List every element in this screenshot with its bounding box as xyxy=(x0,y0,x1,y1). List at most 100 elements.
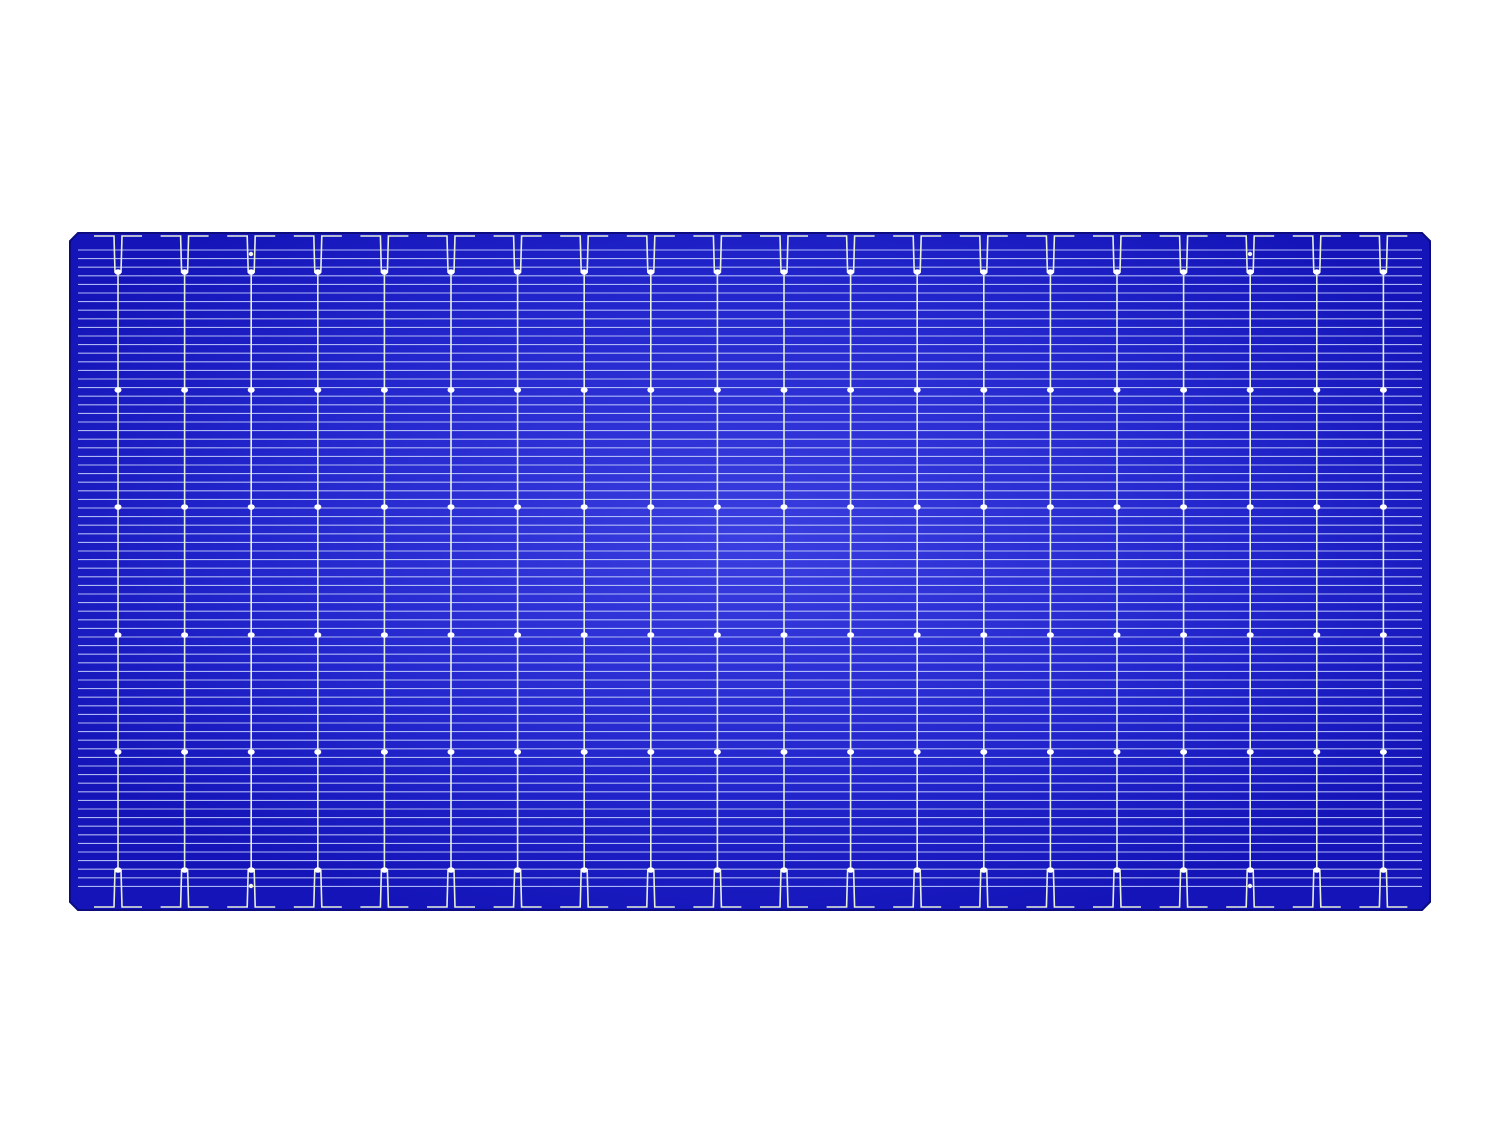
solder-pad xyxy=(580,632,588,638)
solder-pad xyxy=(114,867,122,873)
solder-pad xyxy=(1180,387,1188,393)
finger-lines xyxy=(78,249,1422,887)
solder-pad xyxy=(980,387,988,393)
solder-pad xyxy=(1313,269,1321,275)
solder-pad xyxy=(1246,867,1254,873)
solder-pad xyxy=(1046,632,1054,638)
solder-pad xyxy=(181,749,189,755)
solder-pad xyxy=(114,504,122,510)
solder-pad xyxy=(314,632,322,638)
solder-pad xyxy=(1313,867,1321,873)
solder-pad xyxy=(847,867,855,873)
solder-pad xyxy=(1379,269,1387,275)
solder-pad xyxy=(1313,749,1321,755)
solder-pad xyxy=(780,632,788,638)
solder-pad xyxy=(380,749,388,755)
solder-pad xyxy=(580,749,588,755)
solder-pad xyxy=(647,387,655,393)
solder-pad xyxy=(380,632,388,638)
solder-pad xyxy=(980,504,988,510)
solder-pad xyxy=(380,867,388,873)
solder-pad xyxy=(514,387,522,393)
solder-pad xyxy=(314,749,322,755)
solder-pad xyxy=(181,504,189,510)
solder-pad xyxy=(1379,867,1387,873)
solder-pad xyxy=(713,749,721,755)
solder-pad xyxy=(114,387,122,393)
solder-pad xyxy=(1046,504,1054,510)
solder-pad xyxy=(1046,749,1054,755)
solder-pad xyxy=(314,867,322,873)
solder-pad xyxy=(647,749,655,755)
solder-pad xyxy=(847,632,855,638)
solder-pad xyxy=(580,269,588,275)
solder-pad xyxy=(514,269,522,275)
solder-pad xyxy=(580,387,588,393)
solder-pad xyxy=(380,387,388,393)
solder-pad xyxy=(780,269,788,275)
solder-pad xyxy=(247,504,255,510)
solder-pad xyxy=(380,269,388,275)
solder-pad xyxy=(314,387,322,393)
solder-pad xyxy=(514,749,522,755)
solder-pad xyxy=(1113,504,1121,510)
solder-pad xyxy=(780,387,788,393)
solder-pads xyxy=(114,251,1387,889)
solder-pad xyxy=(1313,504,1321,510)
solder-pad xyxy=(514,867,522,873)
solder-pad xyxy=(1046,269,1054,275)
solder-pad xyxy=(980,867,988,873)
solder-pad xyxy=(1113,749,1121,755)
fiducial xyxy=(1247,251,1253,257)
solder-pad xyxy=(780,504,788,510)
fiducial xyxy=(248,251,254,257)
solder-pad xyxy=(1180,269,1188,275)
solder-pad xyxy=(1246,269,1254,275)
solder-pad xyxy=(647,632,655,638)
solder-pad xyxy=(1246,749,1254,755)
solder-pad xyxy=(1379,749,1387,755)
solder-pad xyxy=(1113,269,1121,275)
solder-pad xyxy=(181,387,189,393)
solder-pad xyxy=(1379,387,1387,393)
solder-pad xyxy=(1180,632,1188,638)
solder-pad xyxy=(713,632,721,638)
solder-pad xyxy=(847,387,855,393)
solder-pad xyxy=(1046,867,1054,873)
solder-pad xyxy=(1180,749,1188,755)
solder-pad xyxy=(247,387,255,393)
solder-pad xyxy=(1379,632,1387,638)
solder-pad xyxy=(1113,387,1121,393)
solder-pad xyxy=(1113,632,1121,638)
solder-pad xyxy=(780,867,788,873)
solder-pad xyxy=(247,632,255,638)
solder-pad xyxy=(1246,632,1254,638)
solder-pad xyxy=(181,867,189,873)
solder-pad xyxy=(847,269,855,275)
solder-pad xyxy=(1246,387,1254,393)
solder-pad xyxy=(1313,387,1321,393)
solder-pad xyxy=(647,504,655,510)
solder-pad xyxy=(1246,504,1254,510)
solder-pad xyxy=(980,749,988,755)
solder-pad xyxy=(580,504,588,510)
solder-pad xyxy=(114,269,122,275)
solder-pad xyxy=(1379,504,1387,510)
solder-pad xyxy=(514,632,522,638)
solder-pad xyxy=(380,504,388,510)
solder-pad xyxy=(181,269,189,275)
solder-pad xyxy=(1113,867,1121,873)
solder-pad xyxy=(447,632,455,638)
solder-pad xyxy=(647,867,655,873)
fiducial xyxy=(248,883,254,889)
solder-pad xyxy=(913,867,921,873)
solder-pad xyxy=(114,749,122,755)
solder-pad xyxy=(447,749,455,755)
solder-pad xyxy=(847,749,855,755)
solder-pad xyxy=(713,504,721,510)
solder-pad xyxy=(247,749,255,755)
solder-pad xyxy=(980,269,988,275)
solder-pad xyxy=(913,269,921,275)
